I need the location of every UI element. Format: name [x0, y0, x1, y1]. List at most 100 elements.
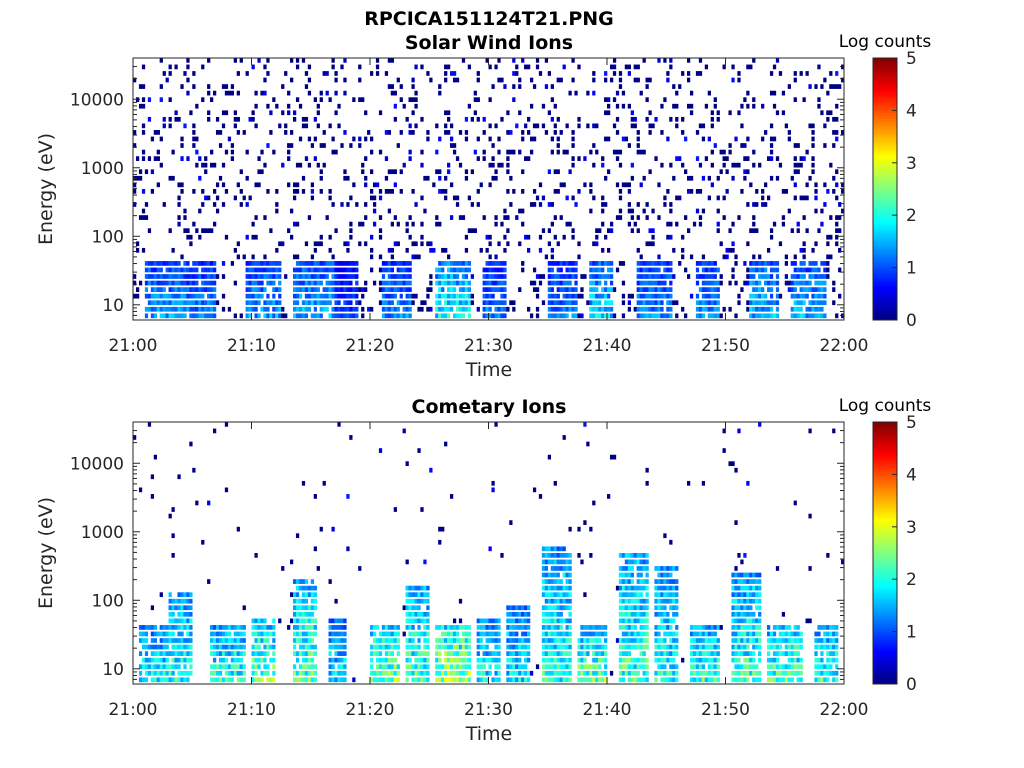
spectrogram-cell	[192, 221, 196, 227]
spectrogram-cell	[556, 598, 560, 604]
spectrogram-cell	[713, 638, 717, 643]
spectrogram-cell	[503, 215, 507, 220]
spectrogram-cell	[346, 175, 350, 181]
spectrogram-cell	[384, 130, 389, 135]
spectrogram-cell	[796, 631, 800, 637]
spectrogram-cell	[559, 638, 563, 643]
spectrogram-cell	[663, 611, 667, 617]
spectrogram-cell	[168, 638, 172, 643]
colorbar-segment	[873, 84, 897, 88]
spectrogram-cell	[820, 677, 824, 683]
spectrogram-cell	[832, 657, 836, 663]
spectrogram-cell	[307, 136, 312, 142]
spectrogram-cell	[224, 90, 229, 96]
spectrogram-cell	[761, 300, 765, 306]
spectrogram-cell	[562, 293, 566, 299]
spectrogram-cell	[521, 644, 525, 650]
spectrogram-cell	[500, 274, 504, 279]
spectrogram-cell	[752, 572, 756, 578]
spectrogram-cell	[823, 77, 827, 83]
spectrogram-cell	[343, 651, 347, 656]
spectrogram-cell	[630, 631, 634, 637]
spectrogram-cell	[349, 221, 353, 227]
spectrogram-cell	[325, 287, 329, 292]
spectrogram-cell	[630, 644, 634, 650]
spectrogram-cell	[669, 625, 673, 630]
spectrogram-cell	[793, 287, 797, 292]
spectrogram-cell	[352, 136, 356, 142]
spectrogram-cell	[601, 644, 605, 650]
spectrogram-cell	[375, 644, 380, 650]
spectrogram-cell	[310, 579, 315, 584]
spectrogram-cell	[639, 657, 643, 663]
spectrogram-cell	[648, 123, 652, 129]
spectrogram-cell	[636, 598, 640, 604]
spectrogram-cell	[201, 97, 205, 103]
spectrogram-cell	[660, 566, 664, 571]
spectrogram-cell	[778, 162, 783, 168]
spectrogram-cell	[494, 221, 498, 227]
spectrogram-cell	[186, 228, 190, 234]
spectrogram-cell	[547, 313, 552, 319]
spectrogram-cell	[778, 638, 783, 643]
spectrogram-cell	[189, 287, 193, 292]
spectrogram-cell	[764, 293, 768, 299]
spectrogram-cell	[334, 267, 338, 273]
spectrogram-cell	[559, 566, 563, 571]
spectrogram-cell	[408, 313, 412, 319]
spectrogram-cell	[568, 579, 572, 584]
spectrogram-cell	[512, 677, 516, 683]
spectrogram-cell	[322, 287, 326, 292]
spectrogram-cell	[627, 585, 631, 591]
spectrogram-cell	[361, 97, 365, 103]
spectrogram-cell	[689, 670, 694, 676]
spectrogram-cell	[568, 625, 572, 630]
colorbar-tick-label: 4	[906, 101, 917, 121]
spectrogram-cell	[491, 487, 495, 493]
spectrogram-cell	[420, 598, 424, 604]
spectrogram-cell	[550, 84, 554, 89]
spectrogram-cell	[449, 631, 454, 637]
spectrogram-cell	[257, 618, 261, 624]
spectrogram-cell	[337, 261, 341, 266]
spectrogram-cell	[796, 638, 800, 643]
spectrogram-cell	[630, 598, 634, 604]
spectrogram-cell	[171, 598, 175, 604]
spectrogram-cell	[601, 313, 605, 319]
spectrogram-cell	[370, 169, 374, 175]
spectrogram-cell	[838, 202, 842, 207]
spectrogram-cell	[292, 625, 297, 630]
spectrogram-cell	[426, 130, 430, 135]
spectrogram-cell	[835, 677, 839, 683]
spectrogram-cell	[464, 306, 469, 312]
spectrogram-cell	[802, 215, 806, 220]
spectrogram-cell	[230, 143, 235, 148]
spectrogram-cell	[666, 611, 670, 617]
spectrogram-cell	[639, 638, 643, 643]
spectrogram-cell	[298, 677, 303, 683]
spectrogram-cell	[458, 644, 463, 650]
spectrogram-cell	[832, 300, 836, 306]
spectrogram-cell	[559, 287, 563, 292]
spectrogram-cell	[251, 254, 255, 260]
spectrogram-cell	[192, 136, 196, 142]
spectrogram-cell	[212, 274, 217, 279]
spectrogram-cell	[144, 638, 149, 643]
spectrogram-cell	[627, 638, 631, 643]
spectrogram-cell	[370, 625, 374, 630]
spectrogram-cell	[642, 553, 646, 558]
spectrogram-cell	[254, 123, 258, 129]
spectrogram-cell	[444, 300, 448, 306]
spectrogram-cell	[580, 638, 584, 643]
spectrogram-cell	[189, 670, 193, 676]
spectrogram-cell	[737, 428, 741, 434]
spectrogram-cell	[639, 306, 643, 312]
spectrogram-cell	[310, 644, 315, 650]
spectrogram-cell	[675, 677, 679, 683]
spectrogram-cell	[340, 664, 344, 670]
colorbar-segment	[873, 113, 897, 117]
spectrogram-cell	[174, 293, 178, 299]
spectrogram-cell	[464, 267, 469, 273]
spectrogram-cell	[829, 84, 833, 89]
spectrogram-cell	[529, 77, 534, 83]
